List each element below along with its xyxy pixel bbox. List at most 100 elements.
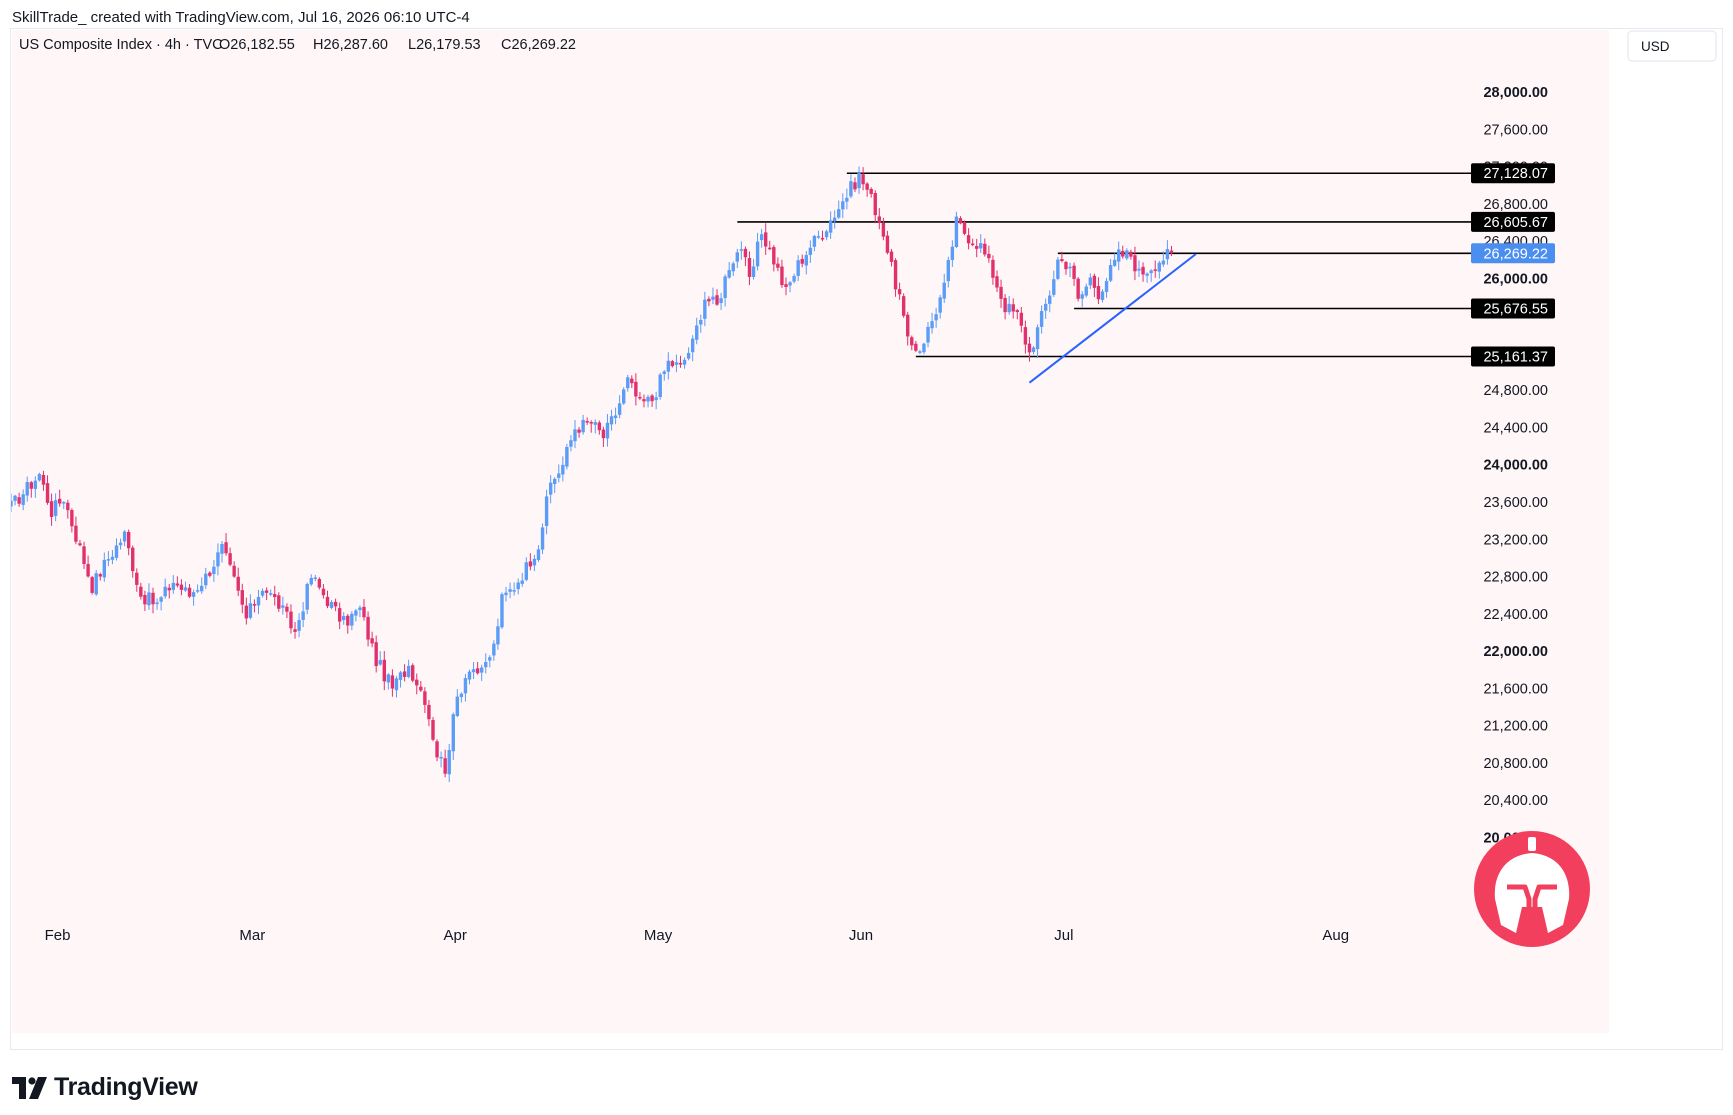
candle-body — [1035, 327, 1040, 350]
candle-body — [569, 440, 573, 447]
candle — [764, 223, 768, 255]
candle-body — [788, 282, 792, 286]
ascending-trendline[interactable] — [1028, 253, 1197, 384]
candle-body — [427, 704, 431, 720]
currency-button[interactable]: USD — [1627, 30, 1717, 62]
price-chart[interactable]: 28,000.0027,600.0027,200.0026,800.0026,4… — [11, 29, 1722, 1049]
candle — [1117, 241, 1121, 271]
candle-body — [479, 667, 484, 673]
candle-body — [553, 478, 557, 484]
candle-body — [812, 235, 817, 247]
y-tick-label: 24,400.00 — [1483, 420, 1548, 436]
candle — [179, 579, 184, 596]
candle-body — [82, 546, 86, 564]
candle-body — [62, 502, 66, 504]
candle-body — [869, 188, 873, 194]
candle — [853, 177, 857, 193]
candle — [861, 167, 865, 191]
candle — [954, 211, 959, 249]
chart-panel[interactable]: 28,000.0027,600.0027,200.0026,800.0026,4… — [10, 28, 1723, 1050]
candle — [475, 662, 480, 675]
candle — [548, 475, 553, 504]
candle-body — [70, 510, 74, 527]
candle — [406, 659, 411, 679]
candle — [496, 618, 500, 650]
candle — [1084, 283, 1088, 298]
candle — [979, 234, 983, 253]
tradingview-wordmark: TradingView — [54, 1073, 198, 1101]
candle-body — [1064, 261, 1068, 270]
candle-body — [484, 661, 488, 668]
candle — [1027, 336, 1032, 362]
candle-body — [755, 241, 760, 267]
candle — [735, 248, 740, 269]
candle — [208, 571, 212, 578]
candle-body — [906, 314, 910, 337]
candle — [1076, 277, 1080, 302]
candle-body — [1108, 265, 1113, 281]
y-tick-label: 21,200.00 — [1483, 719, 1548, 735]
time-axis: Feb Mar Apr May Jun Jul Aug — [45, 927, 1349, 944]
currency-label[interactable]: USD — [1641, 39, 1670, 54]
candle-body — [256, 596, 261, 606]
candle — [21, 489, 25, 511]
candle — [1133, 246, 1137, 281]
candle-body — [1076, 278, 1080, 299]
tradingview-logo[interactable]: TradingView — [12, 1073, 198, 1102]
candle — [577, 427, 581, 438]
candle — [991, 255, 995, 285]
candle-body — [585, 421, 589, 423]
candle-body — [715, 295, 719, 305]
candle-body — [999, 286, 1003, 299]
candle-body — [699, 319, 703, 325]
candle-body — [41, 474, 46, 485]
candle — [191, 589, 196, 606]
candle — [240, 583, 244, 614]
candle-body — [638, 396, 642, 399]
candle — [155, 598, 159, 610]
candle-body — [386, 674, 391, 683]
candle-body — [524, 562, 529, 580]
chart-attribution: SkillTrade_ created with TradingView.com… — [12, 9, 470, 26]
candle-body — [731, 263, 735, 272]
candle-body — [987, 253, 991, 259]
candle-body — [135, 572, 139, 585]
candle — [394, 676, 399, 698]
candle-body — [922, 343, 926, 353]
candle-body — [865, 183, 869, 190]
candle — [220, 541, 224, 563]
candle-body — [914, 343, 918, 351]
candle-body — [796, 260, 800, 276]
candle — [646, 394, 650, 408]
candle-body — [268, 593, 273, 595]
candle-body — [244, 605, 249, 619]
candle — [962, 220, 967, 236]
candle-body — [605, 422, 610, 439]
level-label: 25,161.37 — [1483, 350, 1548, 366]
candle — [601, 426, 606, 447]
candle-body — [1027, 343, 1032, 353]
candle — [390, 669, 395, 697]
candle — [784, 277, 788, 296]
candle-body — [678, 362, 683, 365]
candle — [171, 575, 176, 594]
candle-body — [918, 351, 922, 353]
candle — [508, 582, 512, 599]
candle — [865, 182, 869, 197]
candle-body — [248, 603, 253, 618]
y-tick-label: 21,600.00 — [1483, 681, 1548, 697]
candle-body — [768, 247, 772, 250]
candle — [893, 258, 898, 297]
candle-body — [1137, 268, 1141, 271]
candle-body — [362, 606, 366, 618]
candle — [212, 559, 216, 582]
candle-body — [630, 378, 634, 384]
candle — [252, 599, 257, 613]
candle-body — [861, 174, 865, 185]
candle-body — [1056, 259, 1060, 279]
candle-body — [325, 596, 330, 607]
candle-body — [966, 235, 971, 244]
candle — [29, 480, 33, 498]
candle-body — [98, 574, 102, 577]
candle — [1165, 240, 1170, 265]
